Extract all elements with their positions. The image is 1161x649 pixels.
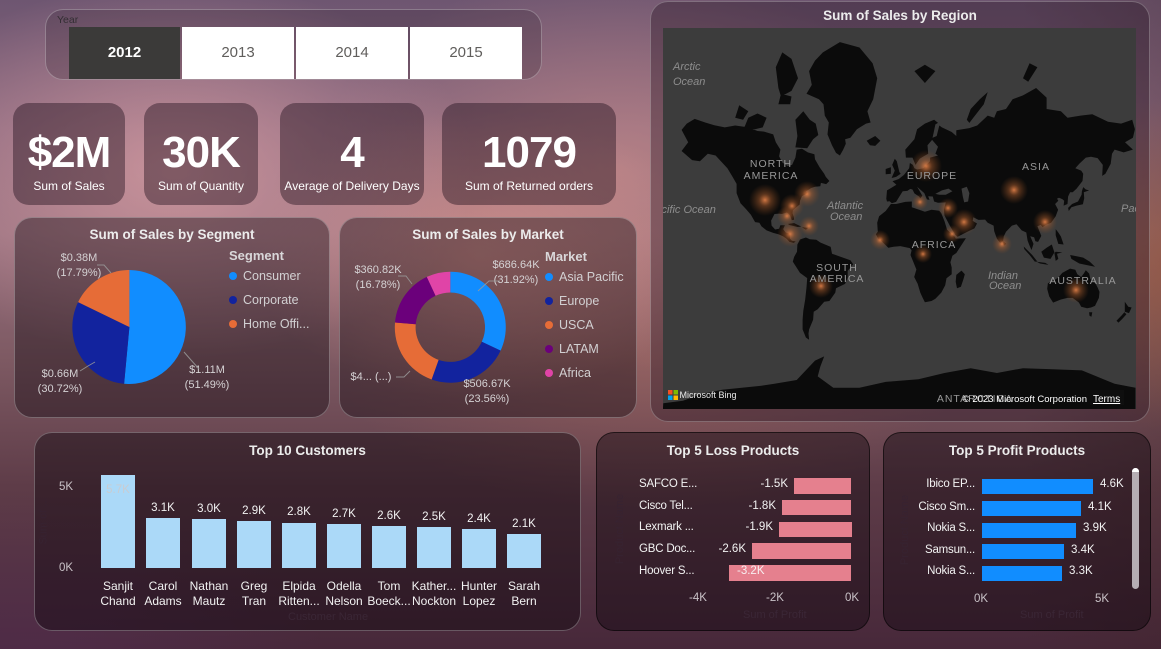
- svg-text:Atlantic: Atlantic: [826, 200, 864, 212]
- svg-text:Pacific Ocean: Pacific Ocean: [663, 204, 716, 216]
- svg-text:AMERICA: AMERICA: [810, 273, 865, 285]
- svg-text:AMERICA: AMERICA: [744, 170, 799, 182]
- svg-text:Indian: Indian: [988, 270, 1018, 282]
- svg-text:ASIA: ASIA: [1022, 161, 1050, 173]
- svg-text:SOUTH: SOUTH: [816, 262, 858, 274]
- svg-text:Paci: Paci: [1121, 203, 1136, 215]
- svg-text:Ocean: Ocean: [673, 76, 705, 88]
- svg-text:Arctic: Arctic: [672, 61, 701, 73]
- svg-text:AUSTRALIA: AUSTRALIA: [1049, 275, 1116, 287]
- svg-text:© 2023 Microsoft Corporation: © 2023 Microsoft Corporation: [963, 394, 1087, 405]
- svg-text:AFRICA: AFRICA: [912, 239, 957, 251]
- svg-text:EUROPE: EUROPE: [907, 170, 957, 182]
- svg-text:NORTH: NORTH: [750, 158, 792, 170]
- svg-text:Terms: Terms: [1093, 394, 1120, 405]
- svg-text:Microsoft Bing: Microsoft Bing: [680, 390, 737, 400]
- svg-text:ANTARCTICA: ANTARCTICA: [937, 393, 1013, 405]
- svg-text:Ocean: Ocean: [989, 280, 1021, 292]
- svg-text:Ocean: Ocean: [830, 211, 862, 223]
